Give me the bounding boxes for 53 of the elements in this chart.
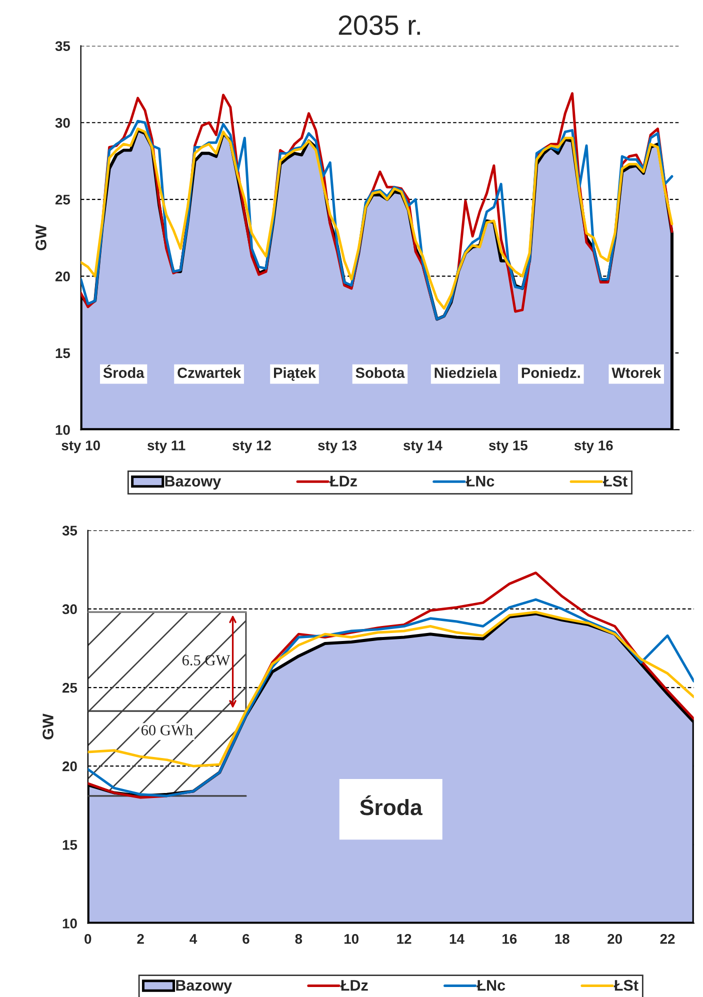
annotation: Sobota: [356, 367, 405, 378]
legend-label: Bazowy: [176, 980, 232, 994]
x-tick-label: 8: [295, 934, 302, 944]
annotation: Czwartek: [178, 367, 242, 378]
x-tick-label: 14: [450, 934, 464, 944]
annotation: Poniedz.: [522, 367, 580, 378]
y-axis-title: GW: [36, 224, 46, 250]
annotation: Środa: [103, 364, 144, 378]
legend-label: ŁDz: [340, 980, 368, 991]
legend-label: ŁSt: [614, 980, 638, 991]
y-tick-label: 25: [62, 682, 78, 693]
x-tick-label: sty 16: [574, 440, 613, 454]
x-tick-label: sty 11: [147, 440, 186, 454]
line-series: [88, 610, 694, 768]
legend-label: ŁDz: [329, 476, 357, 486]
y-tick-label: 30: [62, 604, 77, 614]
y-tick-label: 35: [62, 526, 78, 536]
y-tick-label: 15: [56, 348, 70, 358]
y-tick-label: 35: [55, 41, 70, 52]
x-tick-label: 4: [190, 934, 198, 944]
x-tick-label: 12: [397, 934, 412, 944]
annotation: Wtorek: [612, 367, 662, 378]
x-tick-label: 20: [608, 934, 622, 944]
y-tick-label: 25: [55, 194, 70, 205]
x-tick-label: 22: [660, 934, 675, 944]
x-tick-label: sty 15: [488, 440, 528, 454]
annotation: 6.5 GW: [182, 655, 230, 666]
x-tick-label: 2: [137, 934, 144, 944]
x-tick-label: 0: [84, 934, 92, 944]
annotation: Niedziela: [434, 367, 498, 378]
legend-label: ŁNc: [476, 980, 506, 991]
x-tick-label: sty 13: [318, 440, 356, 454]
legend-label: Bazowy: [165, 476, 222, 490]
x-tick-label: 18: [555, 934, 570, 944]
y-tick-label: 10: [56, 425, 70, 435]
annotation: 60 GWh: [141, 724, 193, 736]
y-tick-label: 15: [62, 840, 78, 850]
legend-label: ŁNc: [466, 476, 494, 487]
x-tick-label: sty 14: [404, 440, 442, 454]
x-tick-label: 10: [344, 934, 359, 944]
y-tick-label: 30: [55, 118, 70, 128]
legend-label: ŁSt: [603, 476, 628, 487]
y-tick-label: 20: [55, 272, 70, 282]
y-tick-label: 20: [62, 761, 77, 772]
x-tick-label: 6: [242, 934, 250, 944]
x-tick-label: 16: [502, 934, 517, 944]
annotation: Środa: [360, 795, 422, 816]
chart-title: 2035 r.: [338, 15, 420, 36]
x-tick-label: sty 10: [62, 440, 100, 454]
y-axis-title: GW: [42, 714, 54, 740]
annotation: Piątek: [274, 367, 316, 381]
y-tick-label: 10: [62, 918, 77, 928]
x-tick-label: sty 12: [232, 440, 271, 454]
